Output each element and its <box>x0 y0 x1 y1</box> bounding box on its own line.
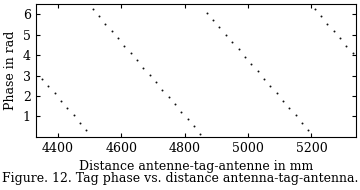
Point <box>115 37 121 40</box>
Point <box>318 15 324 18</box>
Point <box>58 99 64 102</box>
Point <box>153 81 159 84</box>
Point <box>343 44 349 47</box>
Point <box>90 8 95 11</box>
Point <box>185 117 191 120</box>
Point <box>103 22 108 25</box>
Point <box>191 125 197 128</box>
Point <box>255 70 260 73</box>
Text: Figure. 12. Tag phase vs. distance antenna-tag-antenna.: Figure. 12. Tag phase vs. distance anten… <box>2 172 358 185</box>
Point <box>84 128 89 131</box>
Point <box>134 59 140 62</box>
Point <box>248 63 254 66</box>
Point <box>337 37 343 40</box>
Point <box>121 44 127 47</box>
Point <box>96 15 102 18</box>
Point <box>293 114 298 117</box>
Point <box>159 88 165 91</box>
Point <box>147 74 153 77</box>
Point <box>299 121 305 124</box>
Point <box>172 103 178 106</box>
Point <box>128 51 134 55</box>
Point <box>305 128 311 131</box>
Point <box>179 110 184 113</box>
Point <box>204 11 210 14</box>
Point <box>210 18 216 21</box>
Point <box>242 55 248 58</box>
Point <box>324 22 330 25</box>
Point <box>140 66 146 69</box>
Point <box>236 48 242 51</box>
Point <box>166 95 172 98</box>
Point <box>274 92 279 95</box>
Point <box>71 114 77 117</box>
Point <box>217 26 222 29</box>
Point <box>39 77 45 80</box>
Point <box>267 84 273 87</box>
Point <box>109 29 114 32</box>
Point <box>312 7 318 10</box>
Y-axis label: Phase in rad: Phase in rad <box>4 31 17 110</box>
Point <box>45 84 51 87</box>
Point <box>64 106 70 109</box>
Point <box>52 92 58 95</box>
Point <box>331 29 337 32</box>
Point <box>280 99 286 102</box>
X-axis label: Distance antenne-tag-antenne in mm: Distance antenne-tag-antenne in mm <box>78 160 313 173</box>
Point <box>229 40 235 44</box>
Point <box>223 33 229 36</box>
Point <box>77 121 83 124</box>
Point <box>198 132 203 135</box>
Point <box>350 51 356 55</box>
Point <box>261 77 267 80</box>
Point <box>286 106 292 109</box>
